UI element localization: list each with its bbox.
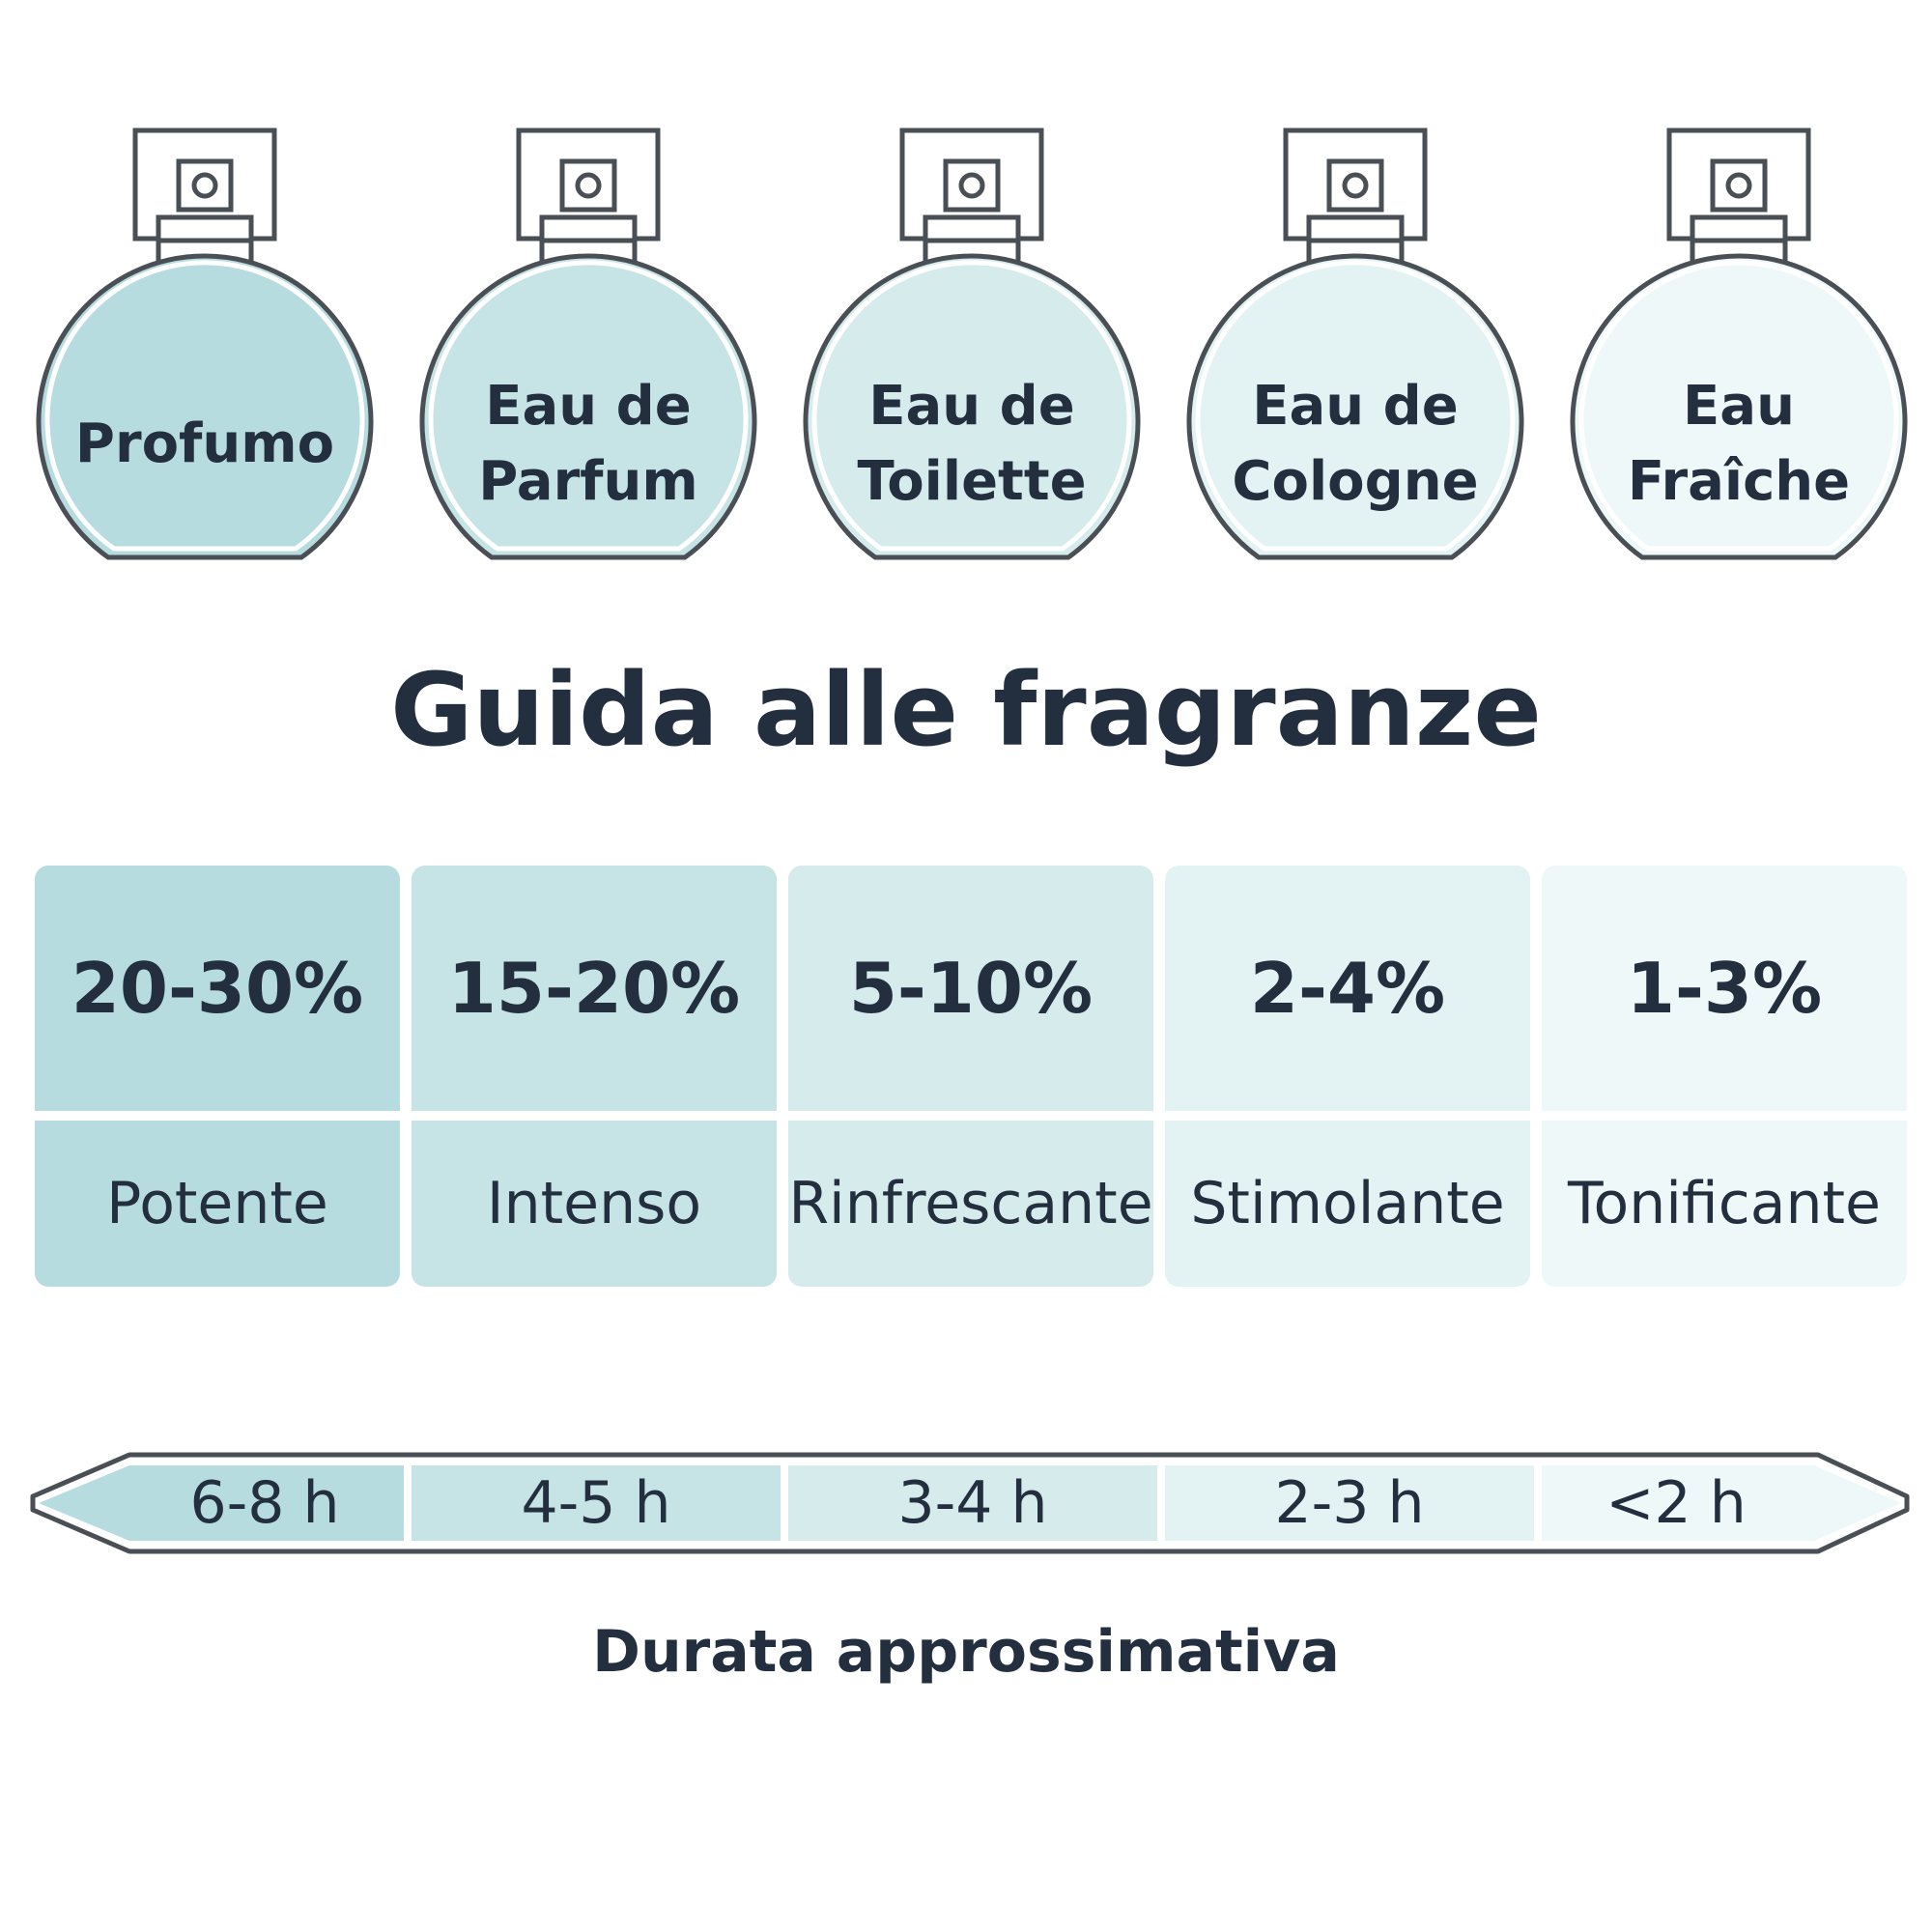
bottle-eau-de-cologne: Eau de Cologne	[1181, 126, 1529, 570]
concentration-character: Potente	[106, 1170, 328, 1237]
concentration-column-4: 2-4% Stimolante	[1165, 866, 1530, 1287]
concentration-percent: 2-4%	[1249, 948, 1446, 1029]
duration-label: 3-4 h	[897, 1469, 1048, 1537]
perfume-bottle-icon	[803, 128, 1141, 560]
duration-label: 2-3 h	[1274, 1469, 1425, 1537]
column-divider	[412, 1111, 777, 1121]
column-divider	[35, 1111, 400, 1121]
concentration-character: Intenso	[486, 1170, 702, 1237]
concentration-character: Stimolante	[1190, 1170, 1505, 1237]
concentration-percent: 1-3%	[1626, 948, 1823, 1029]
column-divider	[1542, 1111, 1907, 1121]
perfume-bottle-icon	[36, 128, 374, 560]
concentration-character: Rinfrescante	[788, 1170, 1153, 1237]
concentration-column-1: 20-30% Potente	[35, 866, 400, 1287]
duration-caption: Durata approssimativa	[592, 1618, 1340, 1686]
bottle-label: Profumo	[74, 412, 335, 475]
perfume-bottle-icon	[419, 128, 757, 560]
column-divider	[788, 1111, 1153, 1121]
concentration-percent: 15-20%	[447, 948, 741, 1029]
double-arrow-icon	[30, 1452, 1910, 1554]
concentration-character: Tonificante	[1568, 1170, 1881, 1237]
concentration-percent: 20-30%	[71, 948, 364, 1029]
bottle-eau-de-toilette: Eau de Toilette	[798, 126, 1146, 570]
bottle-label: Eau Fraîche	[1627, 375, 1851, 513]
bottle-profumo: Profumo	[31, 126, 379, 570]
perfume-bottle-icon	[1570, 128, 1908, 560]
page-title: Guida alle fragranze	[390, 651, 1542, 769]
bottle-label: Eau de Cologne	[1232, 375, 1479, 513]
duration-arrow-bar: 6-8 h 4-5 h 3-4 h 2-3 h <2 h	[29, 1449, 1911, 1557]
duration-label: 4-5 h	[521, 1469, 671, 1537]
concentration-column-3: 5-10% Rinfrescante	[788, 866, 1153, 1287]
concentration-column-2: 15-20% Intenso	[412, 866, 777, 1287]
bottle-eau-de-parfum: Eau de Parfum	[414, 126, 762, 570]
duration-label: <2 h	[1605, 1469, 1747, 1537]
concentration-percent: 5-10%	[848, 948, 1094, 1029]
perfume-bottle-icon	[1186, 128, 1524, 560]
bottle-eau-fraiche: Eau Fraîche	[1565, 126, 1913, 570]
duration-label: 6-8 h	[189, 1469, 340, 1537]
concentration-column-5: 1-3% Tonificante	[1542, 866, 1907, 1287]
column-divider	[1165, 1111, 1530, 1121]
bottle-label: Eau de Toilette	[857, 375, 1087, 513]
bottle-label: Eau de Parfum	[478, 375, 698, 513]
